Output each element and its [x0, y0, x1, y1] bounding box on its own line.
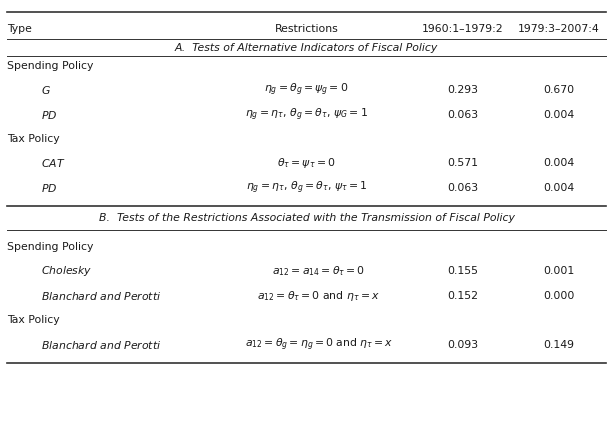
- Text: $\theta_\tau = \psi_\tau = 0$: $\theta_\tau = \psi_\tau = 0$: [277, 156, 336, 170]
- Text: 0.571: 0.571: [447, 159, 478, 168]
- Text: 0.004: 0.004: [544, 159, 574, 168]
- Text: Tax Policy: Tax Policy: [7, 134, 60, 144]
- Text: $CAT$: $CAT$: [41, 157, 66, 170]
- Text: $\eta_g = \eta_\tau,\, \theta_g = \theta_\tau,\, \psi_G = 1$: $\eta_g = \eta_\tau,\, \theta_g = \theta…: [245, 107, 368, 123]
- Text: $PD$: $PD$: [41, 108, 58, 121]
- Text: $G$: $G$: [41, 84, 51, 96]
- Text: $Cholesky$: $Cholesky$: [41, 264, 93, 278]
- Text: $a_{12} = a_{14} = \theta_\tau = 0$: $a_{12} = a_{14} = \theta_\tau = 0$: [272, 264, 365, 278]
- Text: Type: Type: [7, 24, 32, 34]
- Text: 0.063: 0.063: [447, 183, 478, 193]
- Text: 0.001: 0.001: [544, 266, 574, 276]
- Text: 0.093: 0.093: [447, 340, 478, 349]
- Text: 0.152: 0.152: [447, 291, 478, 301]
- Text: $a_{12} = \theta_g = \eta_g = 0$ and $\eta_\tau = x$: $a_{12} = \theta_g = \eta_g = 0$ and $\e…: [245, 337, 393, 353]
- Text: 1960:1–1979:2: 1960:1–1979:2: [422, 24, 504, 34]
- Text: 0.155: 0.155: [447, 266, 478, 276]
- Text: $PD$: $PD$: [41, 182, 58, 194]
- Text: B.  Tests of the Restrictions Associated with the Transmission of Fiscal Policy: B. Tests of the Restrictions Associated …: [99, 213, 514, 223]
- Text: $a_{12} = \theta_\tau = 0$ and $\eta_\tau = x$: $a_{12} = \theta_\tau = 0$ and $\eta_\ta…: [257, 289, 380, 303]
- Text: Restrictions: Restrictions: [275, 24, 338, 34]
- Text: $Blanchard\ and\ Perotti$: $Blanchard\ and\ Perotti$: [41, 338, 161, 351]
- Text: $Blanchard\ and\ Perotti$: $Blanchard\ and\ Perotti$: [41, 289, 161, 302]
- Text: 0.004: 0.004: [544, 110, 574, 119]
- Text: 0.293: 0.293: [447, 85, 478, 95]
- Text: 0.149: 0.149: [544, 340, 574, 349]
- Text: Tax Policy: Tax Policy: [7, 315, 60, 325]
- Text: 0.000: 0.000: [543, 291, 575, 301]
- Text: 0.004: 0.004: [544, 183, 574, 193]
- Text: 1979:3–2007:4: 1979:3–2007:4: [518, 24, 600, 34]
- Text: 0.063: 0.063: [447, 110, 478, 119]
- Text: $\eta_g = \eta_\tau,\, \theta_g = \theta_\tau,\, \psi_\tau = 1$: $\eta_g = \eta_\tau,\, \theta_g = \theta…: [246, 180, 367, 196]
- Text: Spending Policy: Spending Policy: [7, 242, 94, 252]
- Text: A.  Tests of Alternative Indicators of Fiscal Policy: A. Tests of Alternative Indicators of Fi…: [175, 43, 438, 52]
- Text: Spending Policy: Spending Policy: [7, 61, 94, 71]
- Text: $\eta_g = \theta_g = \psi_g = 0$: $\eta_g = \theta_g = \psi_g = 0$: [264, 82, 349, 98]
- Text: 0.670: 0.670: [544, 85, 574, 95]
